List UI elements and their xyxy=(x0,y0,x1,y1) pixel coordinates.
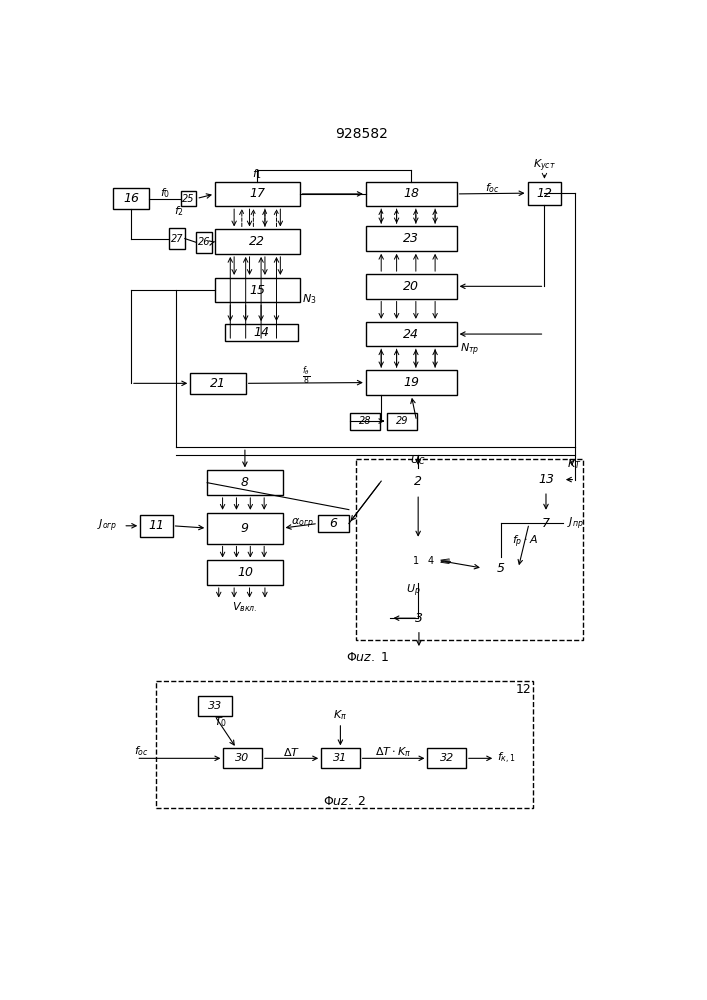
Text: $\Phi u z.\ 2$: $\Phi u z.\ 2$ xyxy=(322,795,366,808)
Bar xyxy=(428,748,466,768)
Text: 6: 6 xyxy=(329,517,337,530)
Text: 928582: 928582 xyxy=(336,127,388,141)
Bar xyxy=(223,748,262,768)
Text: $U_C$: $U_C$ xyxy=(410,453,426,467)
Text: 9: 9 xyxy=(241,522,249,535)
Bar xyxy=(483,557,518,579)
Bar xyxy=(381,468,455,494)
Bar xyxy=(527,182,561,205)
Bar xyxy=(140,515,173,537)
Text: 24: 24 xyxy=(403,328,419,341)
Text: $J_{огр}$: $J_{огр}$ xyxy=(97,518,117,534)
Text: 23: 23 xyxy=(403,232,419,245)
Text: $f_{oc}$: $f_{oc}$ xyxy=(485,181,500,195)
Text: $U_р$: $U_р$ xyxy=(407,582,421,599)
Text: 8: 8 xyxy=(241,476,249,489)
Text: 3: 3 xyxy=(415,612,423,625)
Text: 29: 29 xyxy=(396,416,408,426)
Bar xyxy=(356,459,583,640)
Text: 25: 25 xyxy=(182,194,195,204)
Text: $T_0$: $T_0$ xyxy=(214,715,228,729)
Text: 32: 32 xyxy=(440,753,454,763)
Text: $f_1$: $f_1$ xyxy=(252,167,262,181)
Bar xyxy=(181,191,197,206)
Bar xyxy=(215,229,300,254)
Text: 21: 21 xyxy=(210,377,226,390)
Text: 33: 33 xyxy=(208,701,222,711)
Bar xyxy=(207,560,283,585)
Text: 7: 7 xyxy=(542,517,550,530)
Text: 1: 1 xyxy=(413,556,419,566)
Text: $N_{тр}$: $N_{тр}$ xyxy=(460,342,479,358)
Text: $f_р \cdot A$: $f_р \cdot A$ xyxy=(513,534,538,550)
Text: 18: 18 xyxy=(403,187,419,200)
Bar xyxy=(529,513,563,534)
Bar xyxy=(215,182,300,206)
Circle shape xyxy=(409,555,422,567)
Bar xyxy=(215,278,300,302)
Text: 12: 12 xyxy=(516,683,532,696)
Text: 16: 16 xyxy=(123,192,139,205)
Text: 11: 11 xyxy=(148,519,164,532)
Bar xyxy=(170,228,185,249)
Bar xyxy=(190,373,246,394)
Text: 26: 26 xyxy=(198,237,211,247)
Bar xyxy=(198,696,232,716)
Bar xyxy=(529,468,563,491)
Bar xyxy=(366,370,457,395)
Bar xyxy=(351,413,380,430)
Text: $f_{к,1}$: $f_{к,1}$ xyxy=(496,751,515,766)
Text: 19: 19 xyxy=(403,376,419,389)
Text: $\alpha_{огр}$: $\alpha_{огр}$ xyxy=(291,516,314,531)
Text: $J_{пр}$: $J_{пр}$ xyxy=(567,515,583,532)
Text: 27: 27 xyxy=(171,234,183,244)
Bar xyxy=(390,607,448,630)
Text: 22: 22 xyxy=(250,235,265,248)
Bar xyxy=(113,188,148,209)
Text: 13: 13 xyxy=(538,473,554,486)
Text: $\Delta T$: $\Delta T$ xyxy=(283,746,300,758)
Bar xyxy=(156,681,533,808)
Bar xyxy=(321,748,360,768)
Text: $\Phi u z.\ 1$: $\Phi u z.\ 1$ xyxy=(346,651,389,664)
Text: 20: 20 xyxy=(403,280,419,293)
Text: 12: 12 xyxy=(537,187,552,200)
Text: $\Delta T \cdot K_\pi$: $\Delta T \cdot K_\pi$ xyxy=(375,745,411,759)
Circle shape xyxy=(399,540,443,583)
Text: $K_{уст}$: $K_{уст}$ xyxy=(533,158,556,174)
Bar xyxy=(225,324,298,341)
Text: 10: 10 xyxy=(237,566,253,579)
Bar xyxy=(207,470,283,495)
Bar xyxy=(318,515,349,532)
Text: $K_T$: $K_T$ xyxy=(567,457,581,471)
Text: 30: 30 xyxy=(235,753,250,763)
Text: 4: 4 xyxy=(428,556,433,566)
Bar xyxy=(197,232,212,253)
Text: 14: 14 xyxy=(254,326,269,339)
Text: $K_\pi$: $K_\pi$ xyxy=(334,708,347,722)
Text: 28: 28 xyxy=(358,416,371,426)
Text: 17: 17 xyxy=(250,187,265,200)
Text: 15: 15 xyxy=(250,284,265,297)
Bar xyxy=(366,274,457,299)
Text: $f_{oc}$: $f_{oc}$ xyxy=(134,744,149,758)
Text: $N_3$: $N_3$ xyxy=(302,292,317,306)
Bar xyxy=(366,322,457,346)
Text: $f_0$: $f_0$ xyxy=(160,186,170,200)
Bar xyxy=(207,513,283,544)
Bar xyxy=(387,413,416,430)
Text: 2: 2 xyxy=(414,475,422,488)
Text: 31: 31 xyxy=(333,753,348,763)
Bar xyxy=(366,226,457,251)
Bar xyxy=(366,182,457,206)
Text: $\frac{f_\theta}{8}$: $\frac{f_\theta}{8}$ xyxy=(302,364,310,387)
Text: $f_2$: $f_2$ xyxy=(175,204,185,218)
Text: 5: 5 xyxy=(496,562,505,575)
Text: $V_{вкл.}$: $V_{вкл.}$ xyxy=(232,600,257,614)
